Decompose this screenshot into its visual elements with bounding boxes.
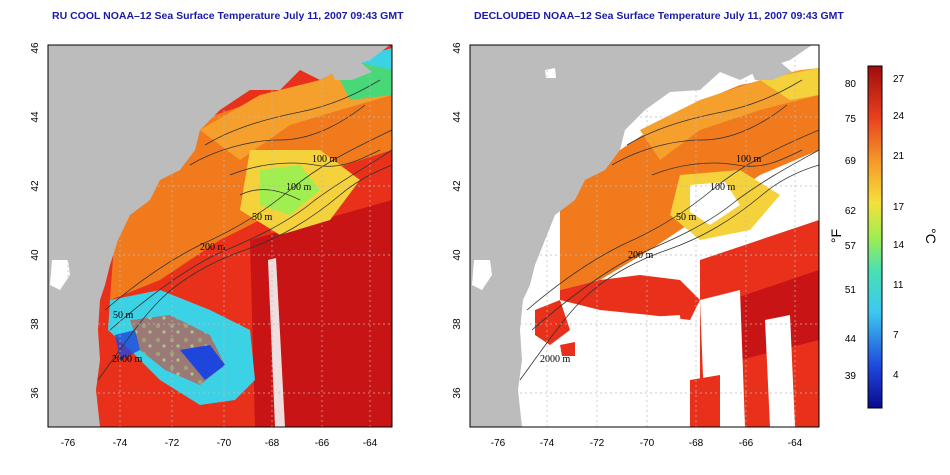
right-x-axis: -76 -74 -72 -70 -68 -66 -64: [491, 438, 803, 449]
right-panel-title: DECLOUDED NOAA–12 Sea Surface Temperatur…: [474, 10, 844, 22]
land-mass: [470, 45, 812, 427]
contour-label: 100 m: [736, 154, 762, 165]
y-tick-label: 36: [452, 387, 463, 399]
y-tick-label: 46: [30, 42, 41, 54]
contour-label: 50 m: [676, 212, 697, 223]
fahrenheit-tick-label: 62: [845, 206, 857, 217]
x-tick-label: -76: [491, 438, 506, 449]
bathymetry-contours: [519, 79, 819, 381]
fahrenheit-tick-label: 44: [845, 334, 857, 345]
left-gridlines: [48, 45, 392, 427]
x-tick-label: -70: [217, 438, 232, 449]
left-map: [48, 45, 392, 427]
contour-label: 100 m: [710, 182, 736, 193]
celsius-tick-label: 11: [893, 280, 904, 291]
y-tick-label: 46: [452, 42, 463, 54]
celsius-tick-label: 14: [893, 240, 905, 251]
x-tick-label: -66: [739, 438, 754, 449]
contour-label: 100 m: [312, 154, 338, 165]
contour-label: 200 m: [200, 242, 226, 253]
x-tick-label: -74: [540, 438, 555, 449]
colorbar-celsius-ticks: 27 24 21 17 14 11 7 4: [893, 74, 905, 381]
temperature-colorbar: [867, 65, 883, 409]
left-panel-title: RU COOL NOAA–12 Sea Surface Temperature …: [52, 10, 404, 22]
x-tick-label: -72: [590, 438, 605, 449]
fahrenheit-tick-label: 75: [845, 114, 857, 125]
y-tick-label: 44: [452, 111, 463, 123]
x-tick-label: -68: [265, 438, 280, 449]
celsius-tick-label: 27: [893, 74, 905, 85]
x-tick-label: -64: [363, 438, 378, 449]
x-tick-label: -76: [61, 438, 76, 449]
contour-label: 2000 m: [112, 354, 143, 365]
x-tick-label: -68: [689, 438, 704, 449]
contour-label: 100 m: [286, 182, 312, 193]
y-tick-label: 38: [30, 318, 41, 330]
celsius-tick-label: 21: [893, 151, 905, 162]
colorbar-fahrenheit-ticks: 80 75 69 62 57 51 44 39: [845, 79, 857, 382]
left-x-axis: -76 -74 -72 -70 -68 -66 -64: [61, 438, 378, 449]
land-mass: [48, 45, 390, 427]
celsius-tick-label: 17: [893, 202, 905, 213]
y-tick-label: 44: [30, 111, 41, 123]
y-tick-label: 36: [30, 387, 41, 399]
contour-label: 50 m: [113, 310, 134, 321]
contour-label: 2000 m: [540, 354, 571, 365]
left-y-axis: 46 44 42 40 38 36: [30, 42, 41, 399]
x-tick-label: -64: [788, 438, 803, 449]
fahrenheit-tick-label: 39: [845, 371, 857, 382]
celsius-tick-label: 24: [893, 111, 905, 122]
celsius-tick-label: 4: [893, 370, 899, 381]
right-y-axis: 46 44 42 40 38 36: [452, 42, 463, 399]
y-tick-label: 42: [30, 180, 41, 192]
fahrenheit-tick-label: 69: [845, 156, 857, 167]
y-tick-label: 40: [30, 249, 41, 261]
x-tick-label: -74: [113, 438, 128, 449]
fahrenheit-tick-label: 51: [845, 285, 857, 296]
y-tick-label: 38: [452, 318, 463, 330]
celsius-unit-label: °C: [923, 228, 939, 244]
x-tick-label: -72: [165, 438, 180, 449]
left-map-frame: [47, 44, 393, 428]
x-tick-label: -66: [315, 438, 330, 449]
right-map-frame: [469, 44, 820, 428]
x-tick-label: -70: [640, 438, 655, 449]
y-tick-label: 42: [452, 180, 463, 192]
right-gridlines: [470, 45, 819, 427]
fahrenheit-tick-label: 80: [845, 79, 857, 90]
celsius-tick-label: 7: [893, 330, 899, 341]
contour-label: 200 m: [628, 250, 654, 261]
right-map: [470, 45, 819, 427]
contour-label: 50 m: [252, 212, 273, 223]
fahrenheit-tick-label: 57: [845, 241, 857, 252]
y-tick-label: 40: [452, 249, 463, 261]
fahrenheit-unit-label: °F: [828, 229, 844, 243]
